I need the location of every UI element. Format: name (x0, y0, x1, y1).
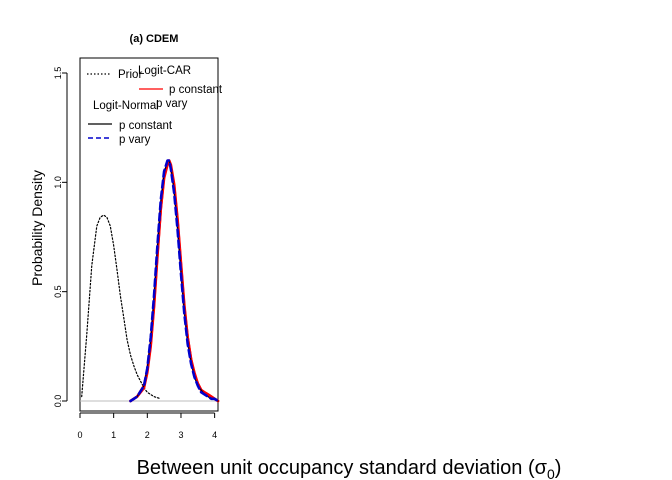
y-axis: 0.0 0.5 1.0 1.5 (53, 67, 68, 408)
x-tick-label: 1 (111, 430, 116, 440)
legend-label-normal-constant: p constant (119, 120, 173, 132)
x-tick-label: 0 (77, 430, 82, 440)
series-logit-normal-p-vary (129, 159, 220, 403)
plot-frame (79, 57, 219, 412)
legend-group-normal: Logit-Normal (93, 100, 159, 112)
x-tick-label: 3 (178, 430, 183, 440)
legend: Prior Logit-CAR p constant p vary Logit-… (87, 65, 223, 146)
x-tick-label: 2 (145, 430, 150, 440)
y-tick-label: 1.5 (53, 67, 63, 80)
y-tick-label: 1.0 (53, 176, 63, 189)
panel-title: (a) CDEM (130, 33, 179, 45)
legend-label-prior: Prior (118, 69, 142, 81)
legend-label-car-constant: p constant (169, 84, 223, 96)
x-axis: 0 1 2 3 4 (77, 412, 217, 440)
legend-label-car-vary: p vary (156, 98, 188, 110)
x-tick-label: 4 (212, 430, 217, 440)
y-axis-label: Probability Density (29, 170, 45, 286)
y-tick-label: 0.0 (53, 395, 63, 408)
y-tick-label: 0.5 (53, 285, 63, 298)
legend-label-normal-vary: p vary (119, 134, 151, 146)
x-axis-label: Between unit occupancy standard deviatio… (137, 457, 562, 480)
series-prior (81, 214, 162, 400)
series-layer (80, 159, 220, 403)
legend-group-car: Logit-CAR (138, 65, 191, 77)
